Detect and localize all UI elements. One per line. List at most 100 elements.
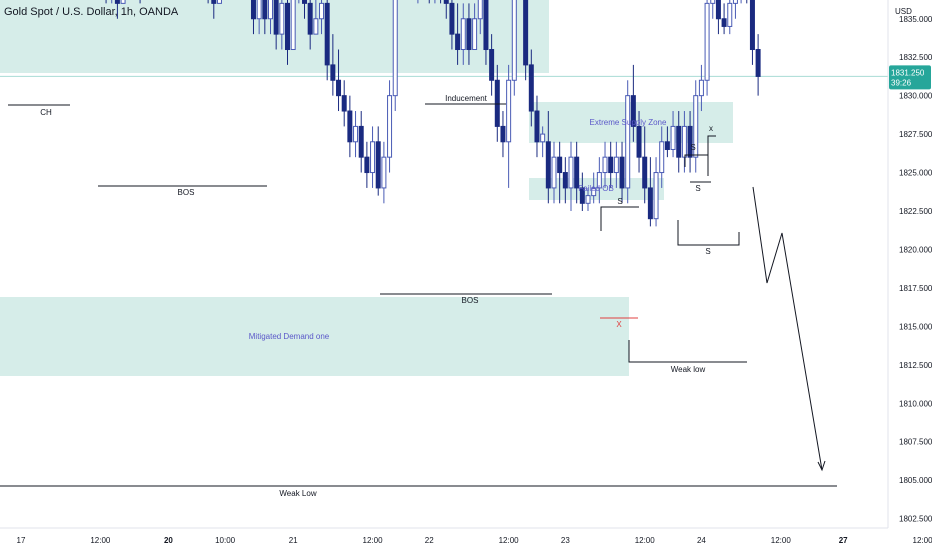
bos-label-2: BOS — [462, 296, 479, 305]
candle — [319, 0, 325, 35]
s-structure-mid — [600, 206, 639, 231]
candle-body — [370, 141, 376, 174]
candle — [693, 80, 699, 173]
y-axis-currency: USD — [895, 7, 912, 16]
candle — [250, 0, 256, 35]
candle — [353, 111, 359, 158]
candle-body — [250, 0, 256, 20]
candle — [676, 111, 682, 173]
candle — [392, 0, 398, 112]
candle — [596, 157, 602, 204]
x-tick-label: 20 — [164, 536, 173, 545]
candle-body — [562, 172, 568, 189]
candle-body — [443, 0, 449, 4]
candle-body — [211, 0, 217, 4]
candle — [732, 0, 738, 19]
candle-body — [114, 0, 120, 4]
candle — [324, 0, 330, 81]
ch-label: CH — [40, 108, 52, 117]
s-structure-low — [677, 220, 740, 246]
candle — [670, 111, 676, 158]
candle — [749, 0, 755, 65]
candle-body — [687, 125, 693, 158]
candle-body — [642, 156, 648, 189]
x-tick-label: 21 — [289, 536, 298, 545]
candle — [659, 126, 665, 188]
candle-body — [596, 172, 602, 189]
candle-body — [341, 95, 347, 112]
candle-body — [353, 125, 359, 143]
candle-body — [387, 95, 393, 158]
current-price-tag — [889, 65, 931, 90]
candle-body — [375, 141, 381, 189]
candle-body — [715, 0, 721, 20]
candle-body — [307, 2, 313, 35]
x-tick-label: 10:00 — [215, 536, 236, 545]
s-label-small: S — [695, 184, 700, 193]
candle-body — [319, 2, 325, 20]
candle — [653, 157, 659, 227]
candle — [602, 141, 608, 188]
candle — [370, 126, 376, 188]
candle-body — [585, 195, 591, 204]
candle-body — [613, 156, 619, 174]
candle-body — [285, 2, 290, 51]
candle — [636, 111, 642, 173]
candle — [347, 95, 353, 158]
candle — [211, 0, 217, 19]
bar-countdown-label: 39:26 — [891, 78, 912, 87]
x-tick-label: 24 — [697, 536, 706, 545]
candle-body — [568, 156, 574, 189]
candle-body — [460, 18, 466, 51]
s-label-mid: S — [617, 197, 622, 206]
candle — [715, 0, 721, 35]
candle-body — [653, 172, 659, 220]
candle-body — [528, 64, 534, 112]
x-label-red: X — [616, 320, 622, 329]
inducement-label: Inducement — [445, 94, 488, 103]
x-tick-label: 27 — [839, 536, 848, 545]
candle-body — [290, 0, 296, 51]
candle-body — [267, 0, 273, 20]
candle-body — [262, 0, 268, 20]
candle — [216, 0, 222, 4]
x-tick-label: 23 — [561, 536, 570, 545]
candle-body — [313, 18, 319, 35]
x-tick-label: 12:00 — [90, 536, 111, 545]
y-tick-label: 1812.500 — [899, 361, 932, 370]
y-tick-label: 1805.000 — [899, 476, 932, 485]
candle-body — [721, 18, 727, 27]
candle-body — [749, 0, 755, 51]
y-tick-label: 1817.500 — [899, 284, 932, 293]
y-tick-label: 1820.000 — [899, 245, 932, 254]
candle — [687, 111, 693, 173]
x-tick-label: 22 — [425, 536, 434, 545]
weak-low-label: Weak low — [671, 365, 706, 374]
candle-body — [472, 18, 478, 51]
candle — [460, 3, 466, 65]
candle — [557, 141, 563, 204]
candle — [256, 0, 262, 35]
candle-body — [500, 125, 506, 143]
candle — [483, 0, 489, 65]
candle — [267, 0, 273, 35]
projection-arrowhead — [817, 460, 826, 472]
candle-body — [710, 0, 716, 4]
candle — [574, 141, 580, 204]
candle — [313, 0, 319, 35]
candle — [545, 111, 551, 204]
candle — [489, 34, 495, 96]
candle-body — [494, 79, 500, 127]
candle-body — [256, 0, 262, 20]
candle — [698, 64, 704, 112]
candle — [579, 172, 585, 211]
x-tick-label: 12:00 — [635, 536, 656, 545]
candle — [114, 0, 120, 19]
candle — [387, 80, 393, 173]
failed-ob-zone — [529, 178, 664, 200]
y-tick-label: 1822.500 — [899, 207, 932, 216]
y-tick-label: 1832.500 — [899, 53, 932, 62]
candle — [307, 0, 313, 50]
